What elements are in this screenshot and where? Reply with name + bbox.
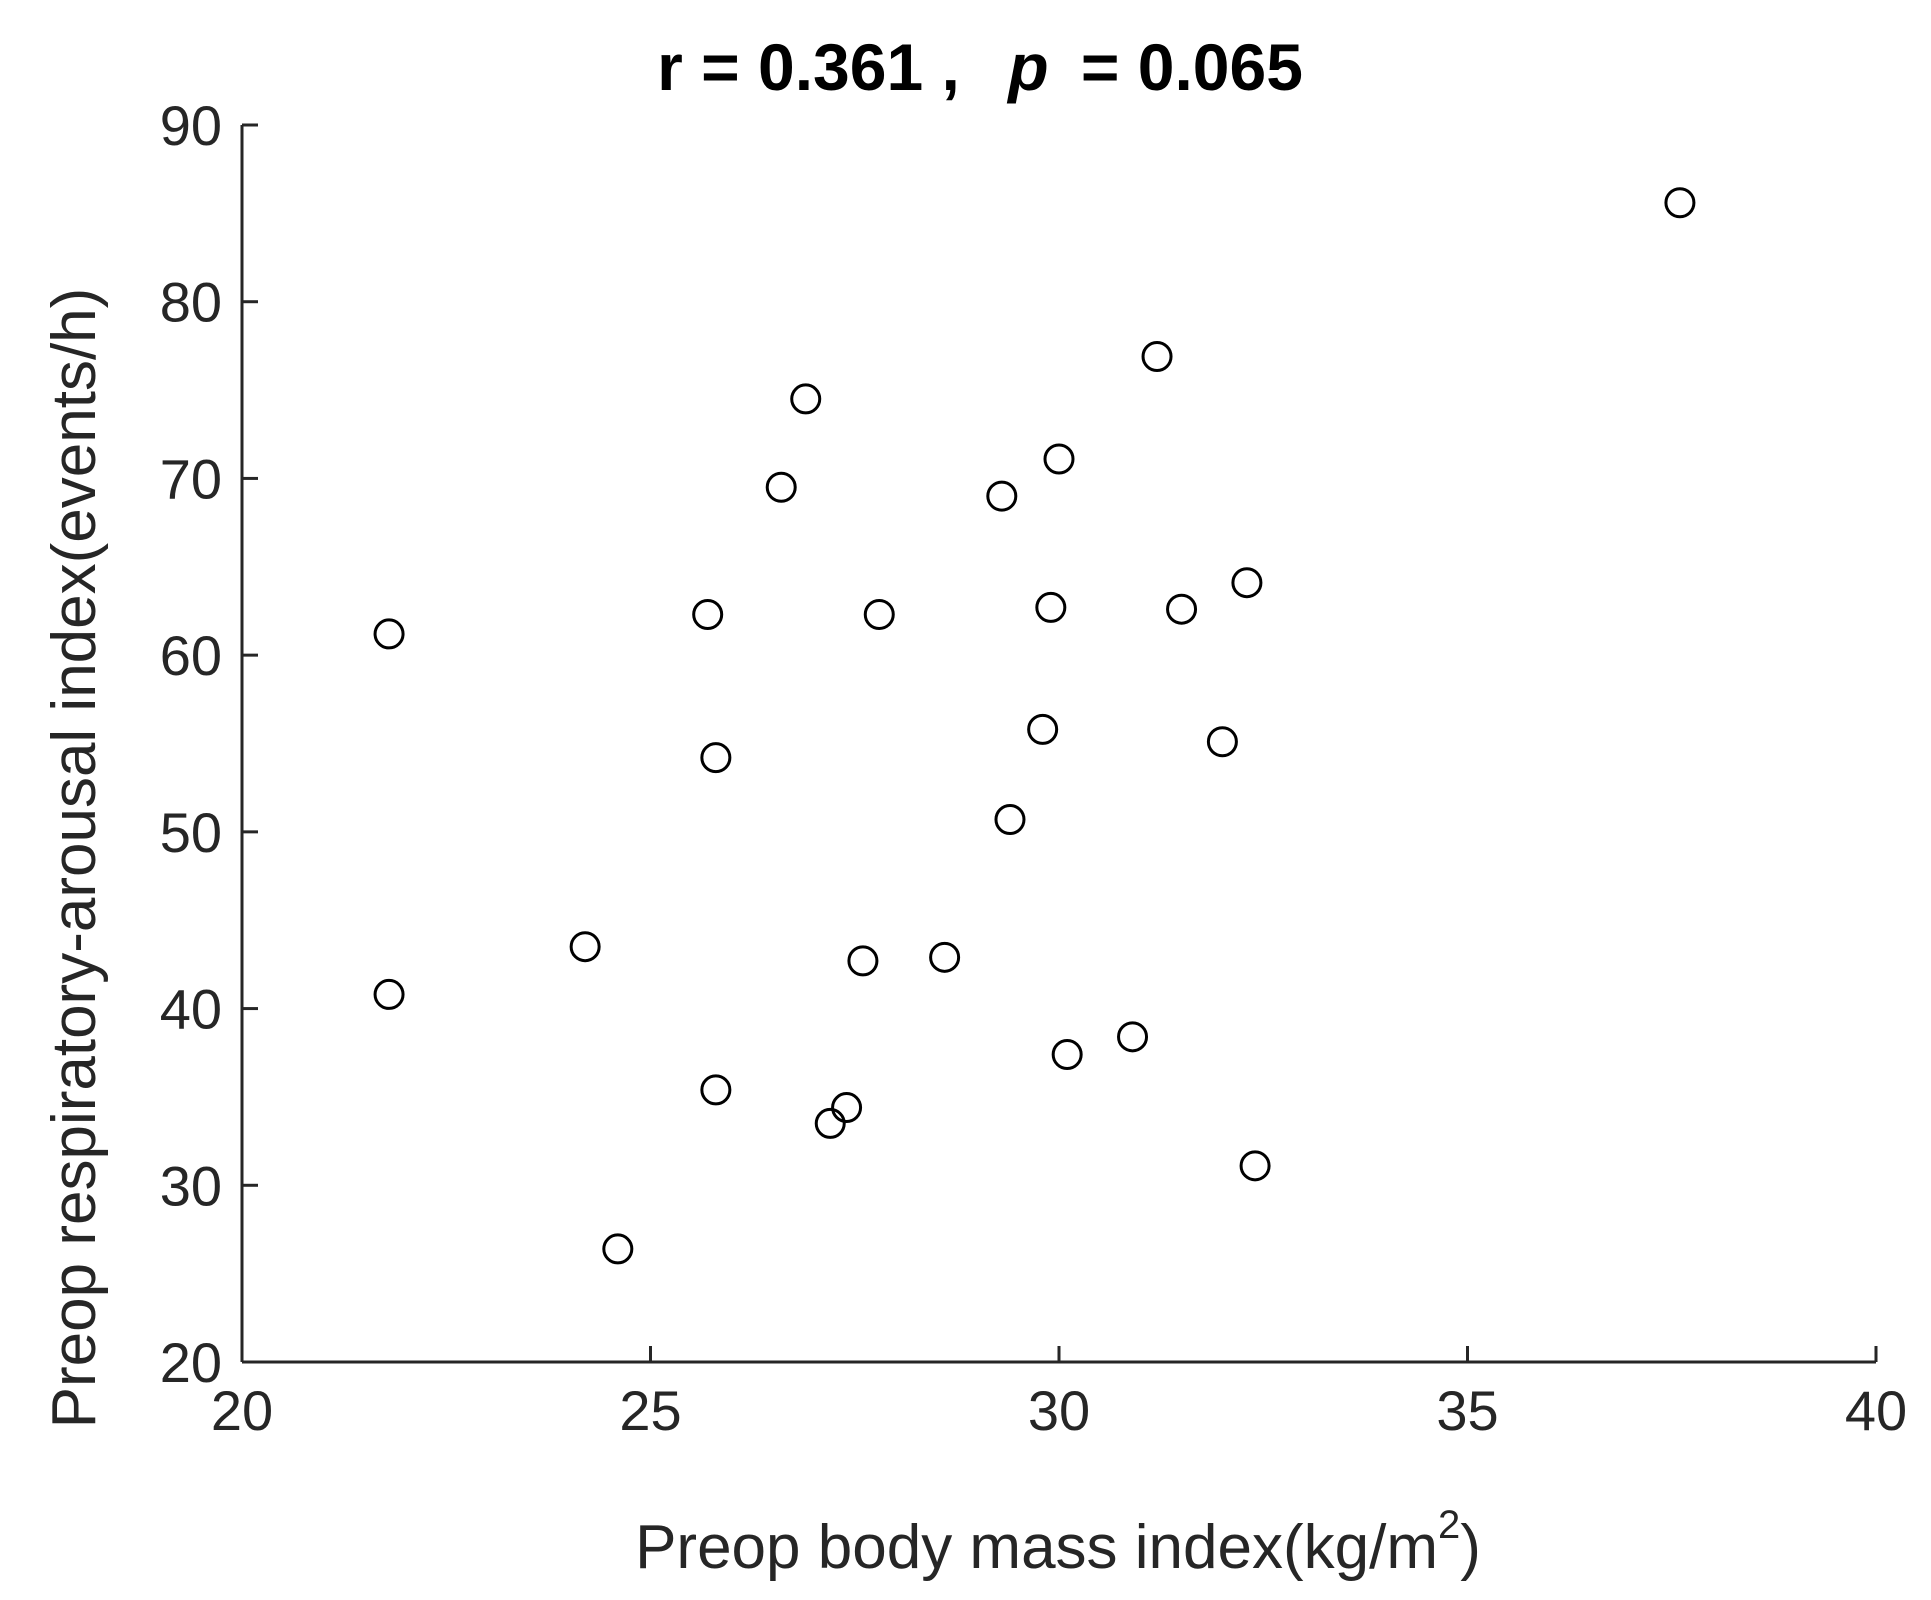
y-axis-label: Preop respiratory-arousal index(events/h… [40,288,109,1429]
title-r-statistic: r = 0.361 , [657,30,960,104]
data-point [814,1107,846,1139]
data-point [790,383,822,415]
x-axis-label-close: ) [1460,1513,1481,1582]
data-point [569,931,601,963]
data-point [863,598,895,630]
x-ticks: 20 25 30 35 40 [211,1346,1907,1442]
y-tick-label: 50 [160,801,222,864]
y-tick-label: 90 [160,94,222,157]
x-axis-label-superscript: 2 [1438,1503,1460,1547]
data-point [1051,1039,1083,1071]
x-tick-label: 25 [619,1379,681,1442]
x-tick-label: 35 [1436,1379,1498,1442]
y-tick-label: 70 [160,447,222,510]
title-p-symbol: p [1006,30,1048,104]
data-point [1664,187,1696,219]
x-axis-label-main: Preop body mass index(kg/m [635,1513,1438,1582]
chart-title: r = 0.361 , p = 0.065 [657,30,1303,104]
y-tick-label: 80 [160,271,222,334]
data-point [1166,593,1198,625]
data-point [1231,567,1263,599]
data-point [1117,1021,1149,1053]
y-tick-label: 40 [160,978,222,1041]
y-ticks: 20 30 40 50 60 70 80 90 [160,94,258,1394]
data-point [765,471,797,503]
y-tick-label: 60 [160,624,222,687]
data-point [1027,713,1059,745]
x-axis-label: Preop body mass index(kg/m2) [635,1503,1481,1582]
data-points [373,187,1696,1265]
data-point [847,945,879,977]
y-tick-label: 30 [160,1154,222,1217]
data-point [602,1233,634,1265]
x-tick-label: 20 [211,1379,273,1442]
data-point [831,1092,863,1124]
data-point [1043,443,1075,475]
data-point [1141,340,1173,372]
data-point [1239,1150,1271,1182]
data-point [700,742,732,774]
x-tick-label: 40 [1845,1379,1907,1442]
x-tick-label: 30 [1028,1379,1090,1442]
data-point [700,1074,732,1106]
data-point [373,618,405,650]
data-point [1206,726,1238,758]
data-point [994,803,1026,835]
data-point [1035,591,1067,623]
data-point [929,941,961,973]
data-point [373,978,405,1010]
data-point [986,480,1018,512]
data-point [692,598,724,630]
title-p-value: = 0.065 [1081,30,1303,104]
y-tick-label: 20 [160,1331,222,1394]
